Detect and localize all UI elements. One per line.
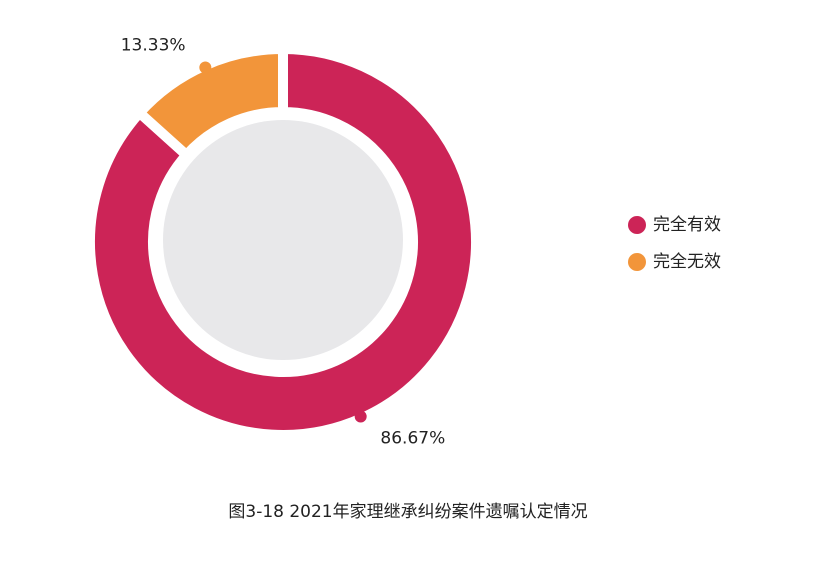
donut-segment bbox=[132, 43, 288, 163]
data-label: 86.67% bbox=[380, 428, 445, 448]
data-label: 13.33% bbox=[121, 36, 186, 56]
chart-title: 图3-18 2021年家理继承纠纷案件遗嘱认定情况 bbox=[228, 502, 587, 522]
legend-marker bbox=[628, 216, 646, 234]
legend-label: 完全有效 bbox=[653, 215, 721, 235]
legend-marker bbox=[628, 253, 646, 271]
legend-label: 完全无效 bbox=[653, 252, 721, 272]
donut-segment bbox=[85, 43, 481, 440]
label-dot bbox=[199, 61, 212, 74]
label-dot bbox=[354, 410, 367, 423]
donut-hole bbox=[163, 120, 403, 360]
